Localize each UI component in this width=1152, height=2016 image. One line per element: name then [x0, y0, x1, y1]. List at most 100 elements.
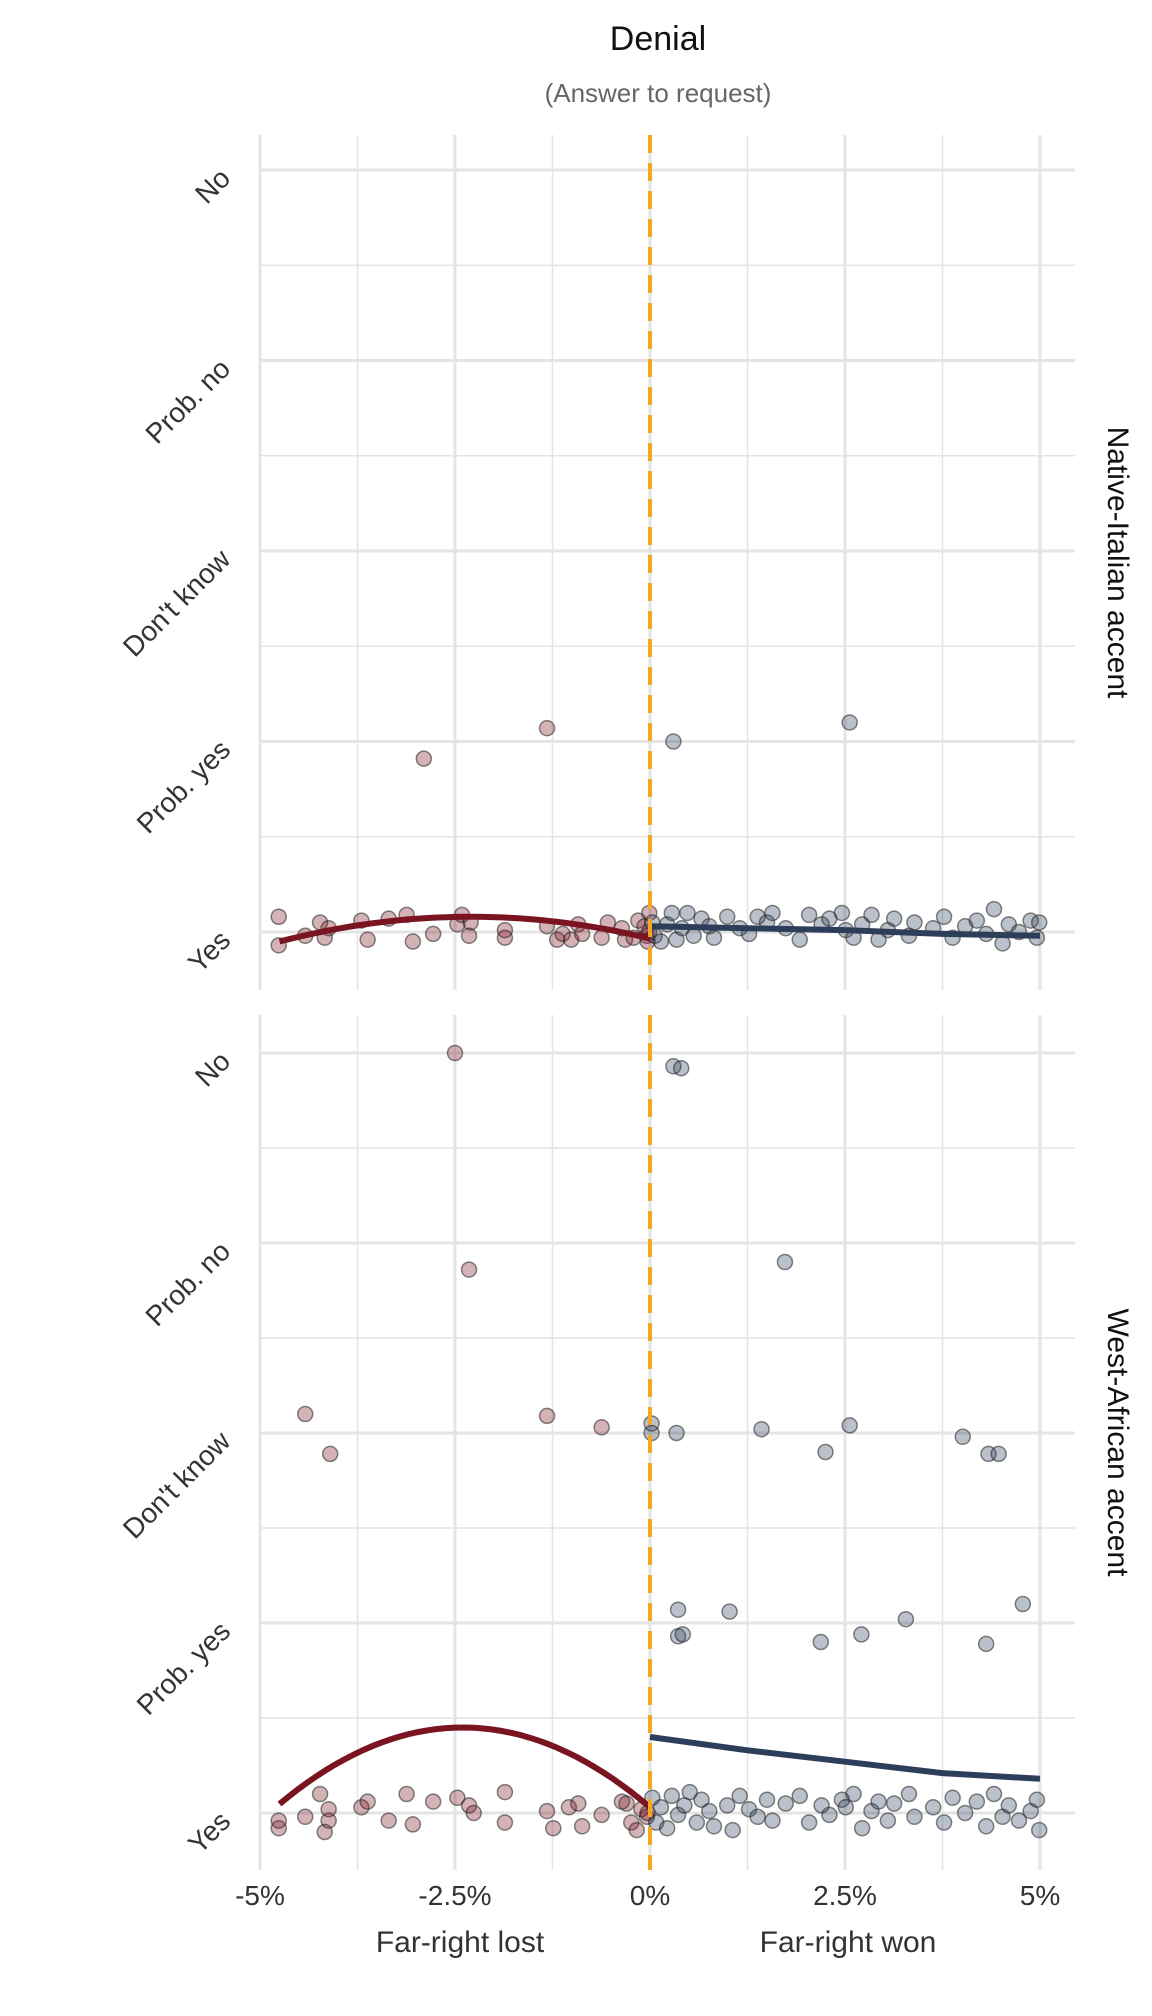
data-point: [812, 1633, 830, 1651]
data-point: [994, 935, 1011, 952]
data-point: [897, 1610, 915, 1628]
data-point: [853, 1626, 870, 1643]
data-point: [906, 1808, 923, 1826]
data-point: [496, 1814, 514, 1831]
data-point: [821, 1806, 838, 1824]
data-point: [593, 929, 610, 946]
data-point: [935, 1814, 953, 1831]
data-point: [879, 1812, 897, 1829]
data-point: [845, 1785, 862, 1803]
data-point: [496, 921, 514, 939]
data-point: [924, 1799, 942, 1816]
data-point: [665, 733, 682, 750]
data-point: [538, 1407, 556, 1425]
y-tick-label: Prob. no: [139, 353, 236, 450]
data-point: [311, 1785, 329, 1803]
data-point: [1030, 1821, 1048, 1839]
data-point: [569, 1795, 587, 1812]
data-point: [460, 927, 478, 945]
data-point: [758, 1791, 776, 1808]
data-point: [560, 1799, 578, 1816]
data-point: [674, 1626, 692, 1643]
data-point: [593, 1419, 610, 1436]
data-point: [554, 925, 571, 943]
data-point: [870, 1793, 887, 1810]
data-point: [753, 1420, 770, 1438]
data-point: [1010, 1812, 1028, 1829]
data-point: [764, 1812, 781, 1829]
data-point: [573, 1818, 591, 1835]
data-point: [270, 1812, 287, 1829]
data-point: [968, 912, 986, 929]
y-tick-label: Prob. yes: [131, 734, 237, 840]
x-side-label-won: Far-right won: [760, 1926, 937, 1959]
data-point: [954, 1428, 972, 1446]
data-point: [777, 1795, 794, 1812]
data-point: [833, 904, 851, 922]
x-side-label-lost: Far-right lost: [376, 1926, 545, 1959]
data-point: [853, 1819, 871, 1837]
data-point: [465, 1804, 482, 1822]
x-tick-label: 0%: [630, 1880, 670, 1911]
y-tick-label: No: [189, 162, 236, 209]
data-point: [652, 933, 670, 950]
data-point: [718, 1797, 736, 1814]
data-point: [415, 750, 433, 767]
y-tick-label: Prob. no: [139, 1235, 236, 1332]
data-point: [724, 1821, 741, 1839]
data-point: [885, 910, 903, 927]
data-point: [359, 931, 376, 948]
x-tick-label: 5%: [1020, 1880, 1060, 1911]
x-tick-label: -5%: [235, 1880, 285, 1911]
data-point: [935, 908, 953, 926]
data-point: [618, 1795, 635, 1812]
data-point: [764, 904, 781, 922]
data-point: [985, 900, 1003, 918]
data-point: [701, 1802, 718, 1820]
fit-line-lost: [277, 1724, 652, 1810]
data-point: [718, 908, 736, 926]
data-point: [863, 906, 880, 924]
data-point: [749, 908, 766, 926]
data-point: [885, 1795, 903, 1812]
data-point: [449, 1789, 466, 1807]
facet-label: West-African accent: [1101, 1309, 1134, 1578]
data-point: [398, 1785, 415, 1803]
data-point: [841, 714, 858, 731]
data-point: [460, 1261, 478, 1278]
data-point: [731, 1787, 748, 1805]
data-point: [791, 931, 809, 948]
data-point: [968, 1793, 986, 1810]
x-tick-label: -2.5%: [418, 1880, 491, 1911]
data-point: [1000, 1797, 1018, 1814]
data-point: [1014, 1595, 1032, 1613]
data-point: [977, 1818, 995, 1835]
y-tick-label: Prob. yes: [131, 1615, 237, 1721]
y-tick-label: Don't know: [117, 543, 237, 663]
data-point: [837, 1799, 855, 1816]
data-point: [404, 1816, 422, 1833]
data-point: [668, 1424, 685, 1442]
data-point: [679, 904, 696, 922]
data-point: [685, 927, 702, 945]
chart-subtitle: (Answer to request): [545, 78, 772, 108]
fit-line-lost: [278, 913, 651, 945]
data-point: [669, 1601, 687, 1618]
data-point: [791, 1787, 809, 1805]
data-point: [977, 1635, 995, 1653]
data-point: [681, 1783, 699, 1801]
data-point: [749, 1808, 766, 1826]
data-point: [320, 1812, 337, 1829]
data-point: [296, 1405, 314, 1423]
data-point: [446, 1044, 464, 1062]
data-point: [1030, 914, 1048, 931]
x-tick-label: 2.5%: [813, 1880, 877, 1911]
data-point: [359, 1793, 376, 1810]
data-point: [424, 1793, 442, 1810]
data-point: [270, 908, 287, 926]
y-tick-label: No: [189, 1045, 236, 1092]
facet-panel: Yes Prob. yes Don't know Prob. no No Native-I…: [117, 135, 1134, 990]
data-point: [776, 1253, 794, 1271]
y-tick-label: Yes: [182, 924, 236, 978]
data-point: [353, 1799, 370, 1816]
